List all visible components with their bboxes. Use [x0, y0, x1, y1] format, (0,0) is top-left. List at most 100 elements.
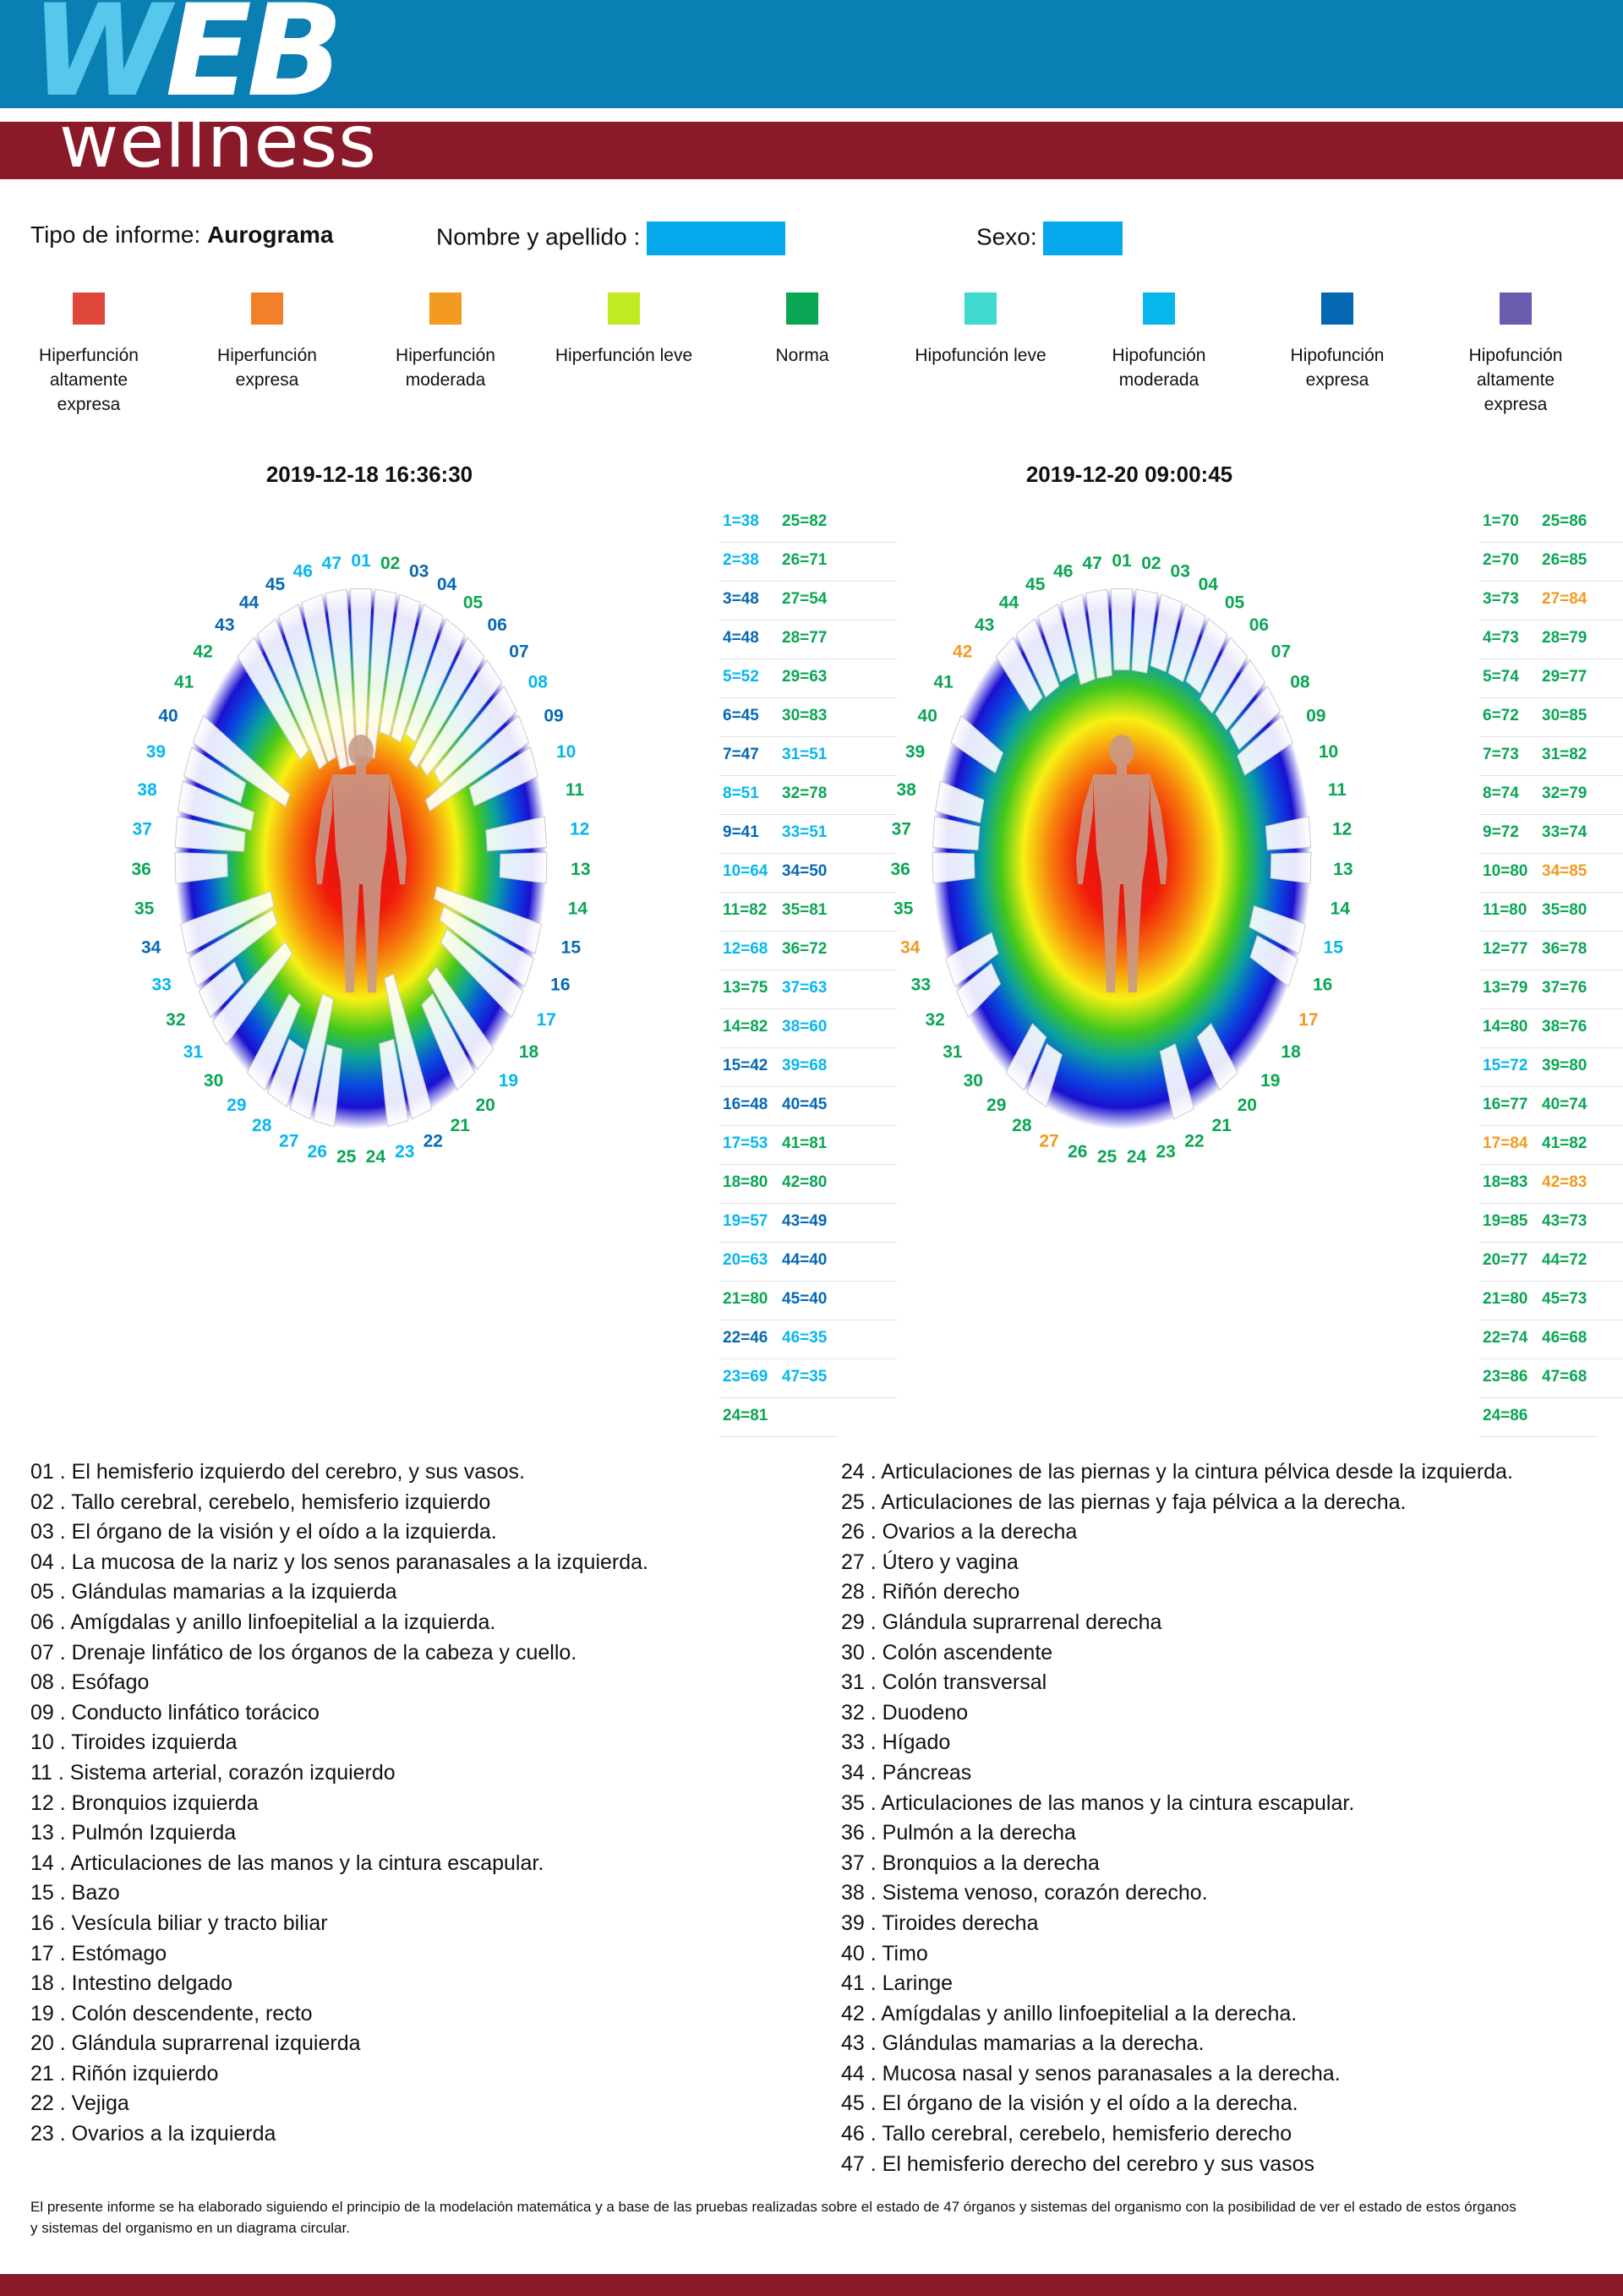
- organ-number-label: 29: [986, 1096, 1006, 1115]
- value-cell: 32=79: [1538, 776, 1623, 815]
- value-text: 29=63: [782, 668, 828, 686]
- patient-sex: Sexo:: [976, 221, 1123, 255]
- sex-label: Sexo:: [976, 223, 1037, 250]
- legend-label: Hipofunción leve: [915, 346, 1046, 365]
- organ-number-label: 36: [890, 860, 910, 879]
- legend-label: Hiperfunción expresa: [217, 346, 317, 390]
- value-cell: 41=82: [1538, 1126, 1623, 1165]
- value-text: 32=78: [782, 784, 828, 802]
- deficit-sector: [485, 816, 548, 852]
- organ-number-label: 13: [571, 860, 590, 879]
- organ-number-label: 12: [570, 820, 589, 839]
- value-text: 47=35: [782, 1368, 828, 1386]
- organ-number-label: 33: [151, 976, 171, 995]
- organ-number-label: 30: [964, 1071, 983, 1091]
- value-cell: 26=85: [1538, 543, 1623, 582]
- value-text: 38=76: [1542, 1018, 1587, 1036]
- deficit-sector: [1215, 659, 1266, 731]
- value-cell: 32=78: [779, 776, 897, 815]
- organ-description: 31 . Colón transversal: [841, 1670, 1047, 1695]
- organ-number-label: 22: [1184, 1131, 1204, 1151]
- value-cell: 38=60: [779, 1009, 897, 1048]
- value-cell: 27=54: [779, 582, 897, 620]
- organ-description: 20 . Glándula suprarrenal izquierda: [30, 2031, 361, 2056]
- deficit-sector: [256, 617, 328, 770]
- organ-description: 43 . Glándulas mamarias a la derecha.: [841, 2031, 1205, 2056]
- value-cell: 25=86: [1538, 504, 1623, 543]
- value-cell: 40=74: [1538, 1087, 1623, 1126]
- legend-swatch: [965, 292, 997, 325]
- report-type: Tipo de informe: Aurograma: [30, 221, 333, 249]
- organ-number-label: 29: [227, 1096, 246, 1115]
- legend-item: Hipofunción leve: [909, 292, 1052, 368]
- legend-label: Hiperfunción altamente expresa: [39, 346, 139, 414]
- organ-description: 01 . El hemisferio izquierdo del cerebro…: [30, 1460, 525, 1484]
- legend-swatch: [73, 292, 105, 325]
- human-figure: [315, 735, 407, 992]
- legend-label: Hipofunción altamente expresa: [1468, 346, 1563, 414]
- organ-number-label: 11: [566, 780, 585, 800]
- organ-number-label: 10: [1319, 742, 1338, 762]
- organ-number-label: 27: [1039, 1131, 1058, 1151]
- value-cell: 39=80: [1538, 1048, 1623, 1087]
- legend-item: Hipofunción altamente expresa: [1444, 292, 1587, 417]
- organ-number-label: 01: [1112, 551, 1132, 571]
- value-cell: 39=68: [779, 1048, 897, 1087]
- value-text: 33=74: [1542, 823, 1587, 841]
- organ-number-label: 43: [975, 615, 994, 635]
- organ-number-label: 08: [1290, 673, 1310, 692]
- chart-date-2: 2019-12-20 09:00:45: [1025, 462, 1233, 487]
- legend-item: Norma: [730, 292, 874, 368]
- value-text: 45=40: [782, 1290, 828, 1308]
- organ-description: 21 . Riñón izquierdo: [30, 2061, 219, 2086]
- deficit-sector: [391, 603, 444, 743]
- legend-item: Hiperfunción leve: [552, 292, 696, 368]
- organ-number-label: 12: [1332, 820, 1352, 839]
- value-cell: 33=74: [1538, 815, 1623, 854]
- value-cell: 44=40: [779, 1243, 897, 1282]
- organ-number-label: 26: [1068, 1142, 1087, 1162]
- organ-description: 46 . Tallo cerebral, cerebelo, hemisferi…: [841, 2122, 1292, 2146]
- deficit-sector: [1015, 618, 1060, 698]
- organ-description: 37 . Bronquios a la derecha: [841, 1850, 1100, 1875]
- organ-list-left: 01 . El hemisferio izquierdo del cerebro…: [30, 1457, 648, 2150]
- value-text: 28=79: [1542, 629, 1587, 647]
- organ-description: 17 . Estómago: [30, 1941, 167, 1965]
- legend-label: Norma: [775, 346, 829, 365]
- value-text: 16=77: [1483, 1096, 1528, 1113]
- legend-label: Hipofunción moderada: [1112, 346, 1206, 390]
- value-text: 2=38: [723, 551, 759, 569]
- value-text: 31=51: [782, 746, 828, 763]
- value-text: 20=77: [1483, 1251, 1528, 1269]
- organ-number-label: 33: [911, 976, 931, 995]
- value-text: 9=72: [1483, 823, 1519, 841]
- organ-description: 40 . Timo: [841, 1941, 928, 1965]
- value-text: 16=48: [723, 1096, 768, 1113]
- value-text: 28=77: [782, 629, 828, 647]
- value-cell: 34=85: [1538, 854, 1623, 893]
- deficit-sector: [379, 1038, 409, 1128]
- value-text: 35=81: [782, 901, 828, 919]
- deficit-sector: [1005, 1023, 1047, 1091]
- legend-item: Hiperfunción expresa: [195, 292, 339, 392]
- deficit-sector: [198, 961, 244, 1019]
- organ-description: 28 . Riñón derecho: [841, 1580, 1020, 1604]
- organ-description: 12 . Bronquios izquierda: [30, 1790, 259, 1815]
- name-label: Nombre y apellido :: [436, 223, 641, 250]
- value-text: 36=72: [782, 940, 828, 958]
- values-table-2-col2: 25=86 26=85 27=84 28=79 29=77 30=85 31=82 32=79…: [1538, 504, 1623, 1398]
- organ-description: 45 . El órgano de la visión y el oído a …: [841, 2091, 1298, 2116]
- value-text: 25=82: [782, 512, 828, 530]
- value-text: 41=82: [1542, 1134, 1587, 1152]
- deficit-sector: [419, 659, 503, 777]
- value-cell: 27=84: [1538, 582, 1623, 620]
- organ-number-label: 44: [239, 593, 260, 612]
- organ-number-label: 03: [1171, 562, 1190, 582]
- deficit-sector: [421, 992, 476, 1091]
- organ-description: 41 . Laringe: [841, 1971, 954, 1996]
- organ-number-label: 34: [900, 938, 921, 958]
- organ-list-right: 24 . Articulaciones de las piernas y la …: [841, 1457, 1513, 2179]
- organ-number-label: 15: [1324, 938, 1344, 958]
- organ-number-label: 47: [1082, 554, 1101, 573]
- value-text: 17=84: [1483, 1134, 1528, 1152]
